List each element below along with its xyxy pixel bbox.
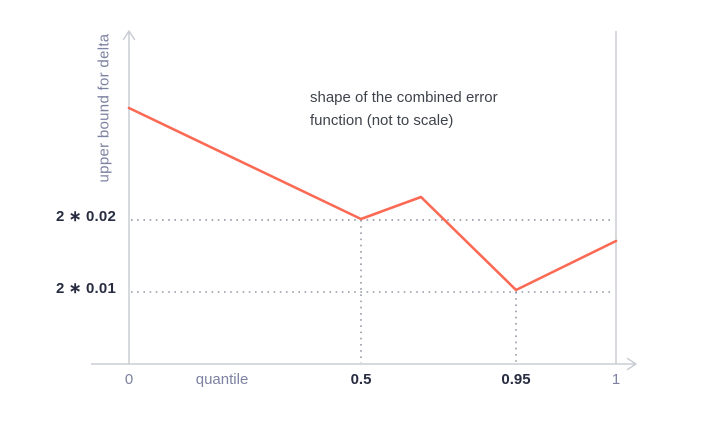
error-function-curve [127, 106, 618, 292]
x-axis-arrow-icon [626, 357, 637, 371]
x-tick-label-1: 1 [611, 371, 621, 388]
y-axis-title: upper bound for delta [95, 33, 113, 183]
chart-title: shape of the combined error function (no… [310, 89, 498, 129]
x-tick-label-0.95: 0.95 [501, 371, 531, 388]
y-tick-label-2: 2 ∗ 0.01 [55, 280, 116, 298]
x-axis-title: quantile [195, 371, 249, 388]
y-axis-arrow-icon [122, 30, 136, 41]
y-tick-label-1: 2 ∗ 0.02 [55, 208, 116, 226]
x-tick-label-0.5: 0.5 [350, 371, 372, 388]
x-tick-label-0: 0 [124, 371, 134, 388]
